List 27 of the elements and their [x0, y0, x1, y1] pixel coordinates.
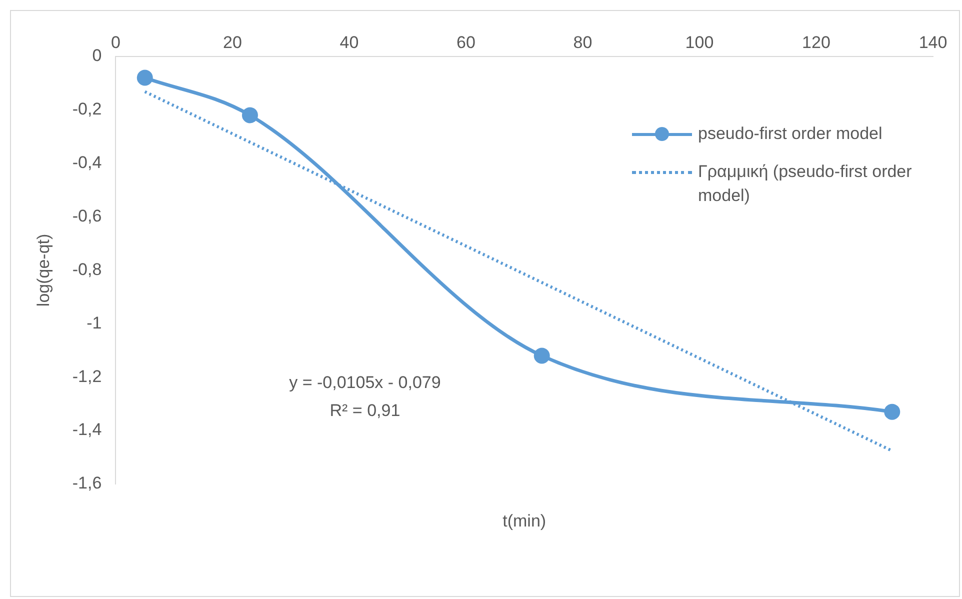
y-axis-title: log(qe-qt)	[34, 234, 53, 307]
y-tick-label: -0,8	[72, 260, 102, 279]
point	[534, 348, 550, 364]
y-tick-label: -0,6	[72, 206, 102, 226]
x-tick-label: 60	[456, 32, 476, 52]
annotation: y = -0,0105x - 0,079	[289, 373, 441, 392]
point	[242, 107, 258, 124]
y-tick-label: -1,4	[72, 420, 102, 440]
y-tick-label: -1,2	[72, 366, 102, 386]
x-tick-label: 120	[802, 32, 830, 52]
x-tick-label: 100	[685, 32, 714, 52]
legend-label: pseudo-first order model	[698, 123, 882, 145]
y-tick-label: -1,6	[72, 474, 102, 493]
x-tick-label: 20	[222, 32, 242, 52]
x-tick-label: 140	[918, 32, 948, 52]
y-tick-label: -0,2	[72, 100, 102, 119]
point	[136, 70, 153, 86]
x-tick-label: 80	[573, 32, 592, 52]
annotation: R² = 0,91	[330, 401, 400, 420]
point	[884, 404, 900, 420]
legend-label: Γραμμική (pseudo-first order model)	[698, 161, 913, 207]
y-tick-label: -1	[86, 313, 102, 332]
x-axis-title: t(min)	[502, 512, 546, 531]
x-tick-label: 0	[110, 32, 120, 52]
x-tick-label: 40	[340, 32, 359, 52]
y-tick-label: 0	[92, 46, 102, 66]
y-tick-label: -0,4	[72, 152, 102, 172]
